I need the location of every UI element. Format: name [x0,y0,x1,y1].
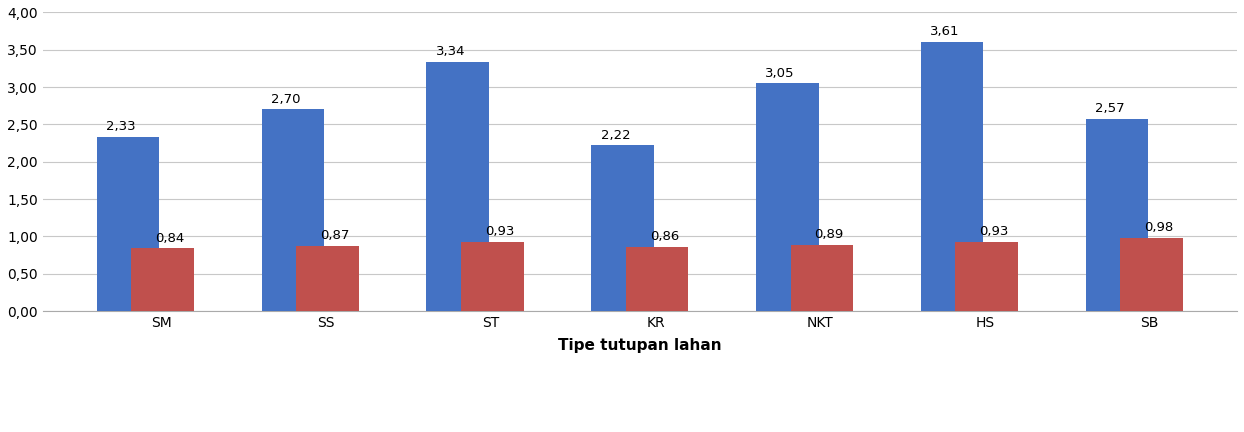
Bar [955,241,1018,311]
Bar [626,247,688,311]
Text: 0,93: 0,93 [979,225,1009,238]
Bar [427,62,489,311]
Text: 2,57: 2,57 [1095,102,1125,115]
Text: 0,93: 0,93 [485,225,514,238]
Text: 0,98: 0,98 [1144,221,1173,234]
Text: 0,86: 0,86 [649,230,679,243]
Text: 0,84: 0,84 [156,232,184,245]
Bar [591,145,654,311]
Text: 3,61: 3,61 [931,25,959,38]
Bar [791,245,853,311]
Bar [1086,119,1148,311]
Text: 2,22: 2,22 [601,129,631,142]
Bar [261,109,325,311]
Text: 0,87: 0,87 [320,229,350,242]
Bar [462,241,524,311]
Text: 3,34: 3,34 [435,45,465,58]
Bar [296,246,358,311]
Bar [97,137,159,311]
Text: 0,89: 0,89 [815,228,843,241]
Text: 2,70: 2,70 [271,93,301,106]
Text: 2,33: 2,33 [106,121,136,133]
Text: 3,05: 3,05 [765,67,795,79]
X-axis label: Tipe tutupan lahan: Tipe tutupan lahan [559,338,722,353]
Bar [132,248,194,311]
Legend: Dmg, E: Dmg, E [588,431,692,432]
Bar [921,41,983,311]
Bar [1120,238,1183,311]
Bar [756,83,819,311]
